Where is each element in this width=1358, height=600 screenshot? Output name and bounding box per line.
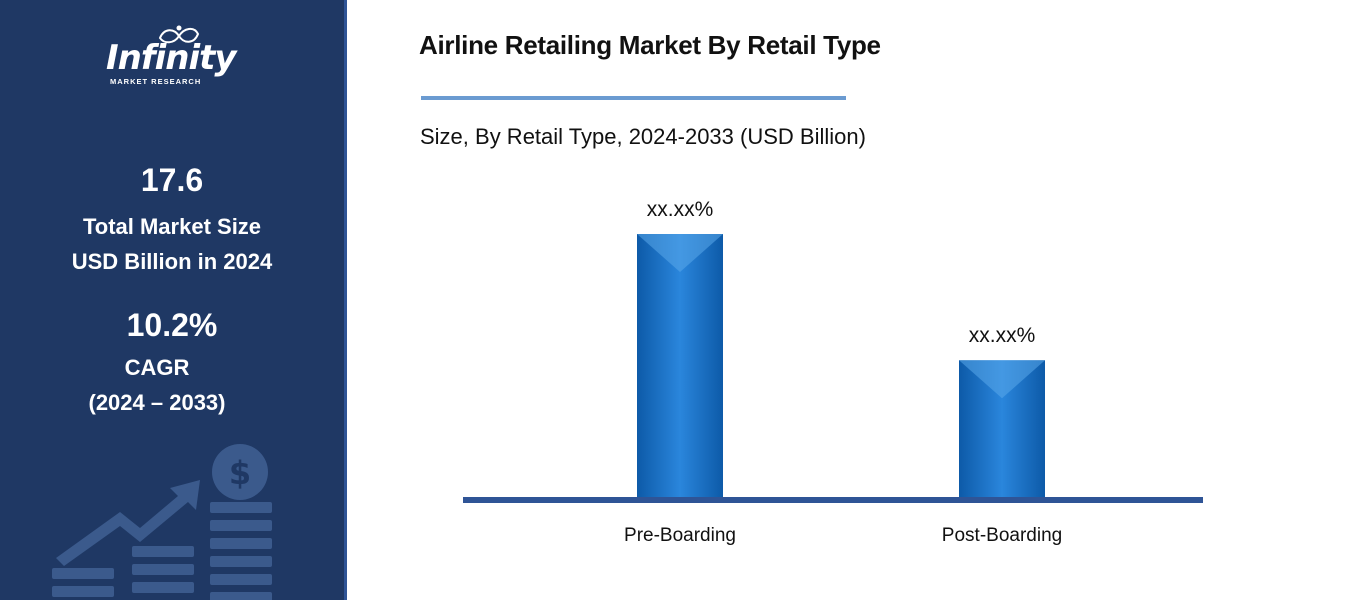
bar-chart: xx.xx% Pre-Boarding xx.xx% Post-Boarding (463, 198, 1203, 546)
cagr-block: 10.2% CAGR (2024 – 2033) (0, 307, 344, 420)
dollar-growth-icon: $ (52, 444, 272, 600)
sidebar: Infinity MARKET RESEARCH 17.6 Total Mark… (0, 0, 344, 600)
chart-subtitle: Size, By Retail Type, 2024-2033 (USD Bil… (420, 124, 866, 149)
market-size-block: 17.6 Total Market Size USD Billion in 20… (0, 162, 344, 279)
market-size-unit: USD Billion in 2024 (71, 249, 273, 274)
cagr-value: 10.2% (126, 307, 218, 343)
bar-pre-boarding (637, 234, 723, 497)
sidebar-divider (344, 0, 347, 600)
data-label-post-boarding: xx.xx% (969, 324, 1036, 347)
logo-subtitle: MARKET RESEARCH (110, 77, 202, 86)
page-title: Airline Retailing Market By Retail Type (419, 30, 881, 60)
infinity-swirl-icon (158, 25, 200, 44)
category-label-post-boarding: Post-Boarding (942, 525, 1062, 546)
logo-wordmark: Infinity (106, 38, 237, 78)
bar-bevel-post-boarding (959, 360, 1045, 399)
data-label-pre-boarding: xx.xx% (647, 198, 714, 221)
title-underline (421, 96, 846, 100)
category-label-pre-boarding: Pre-Boarding (624, 525, 736, 546)
cagr-label: CAGR (124, 355, 190, 380)
market-size-value: 17.6 (140, 162, 204, 198)
market-size-label: Total Market Size (82, 214, 262, 239)
cagr-period: (2024 – 2033) (88, 390, 226, 415)
bar-bevel-pre-boarding (637, 234, 723, 272)
company-logo: Infinity MARKET RESEARCH (106, 25, 246, 90)
svg-text:$: $ (229, 454, 251, 492)
